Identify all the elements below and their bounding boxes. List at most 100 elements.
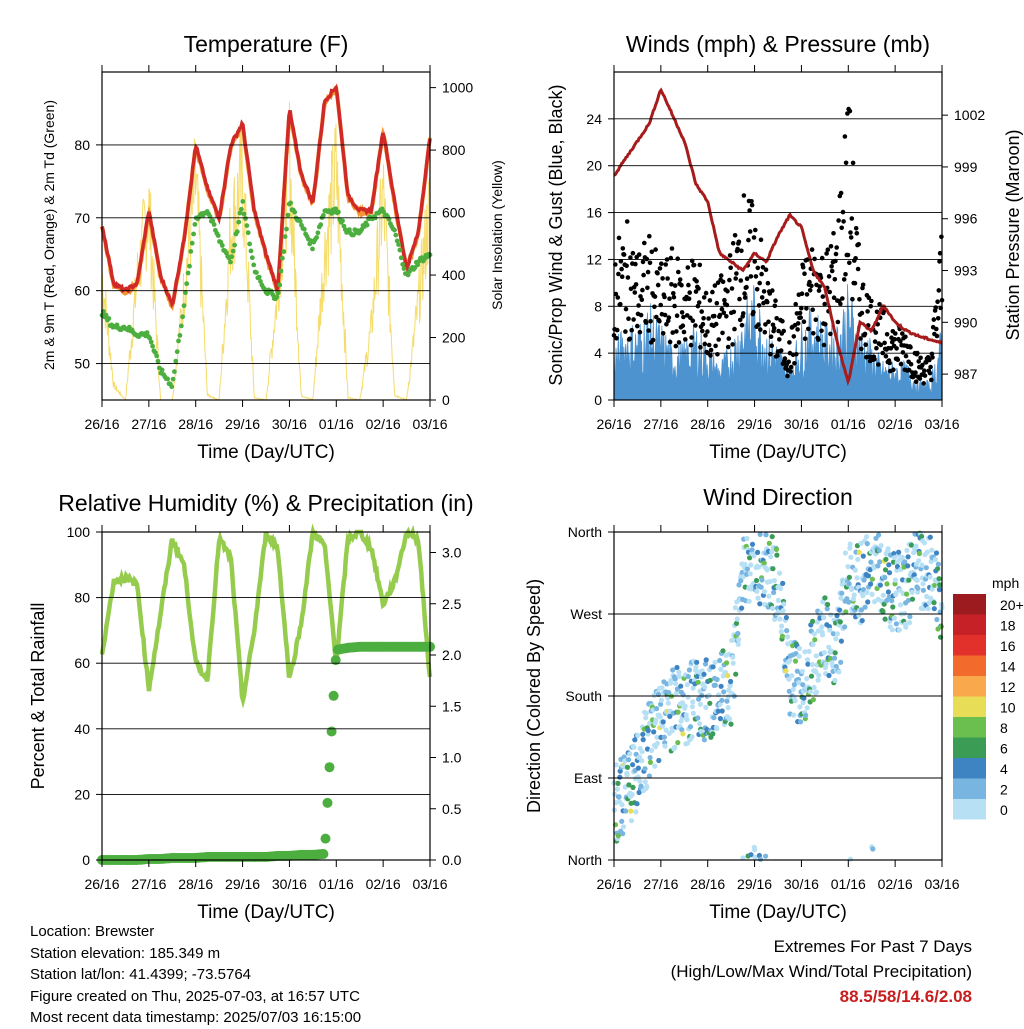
- colorbar-swatch: [953, 778, 986, 799]
- direction-point: [721, 689, 727, 695]
- wind-gust-point: [777, 337, 782, 342]
- dewpoint-point: [284, 226, 289, 232]
- direction-point: [869, 576, 876, 582]
- direction-point: [783, 614, 790, 621]
- direction-point: [892, 555, 898, 561]
- direction-point: [719, 708, 725, 714]
- wind-gust-point: [688, 342, 694, 348]
- direction-point: [865, 599, 871, 605]
- direction-point: [744, 566, 751, 572]
- wind-gust-point: [719, 306, 725, 312]
- wind-gust-point: [786, 359, 791, 365]
- direction-point: [754, 588, 760, 595]
- direction-title: Wind Direction: [703, 484, 853, 510]
- wind-gust-point: [637, 329, 643, 335]
- direction-point: [926, 600, 932, 606]
- dewpoint-point: [314, 235, 319, 240]
- direction-point: [893, 621, 900, 627]
- wind-gust-point: [780, 318, 785, 324]
- direction-point: [661, 734, 667, 740]
- dewpoint-point: [173, 358, 179, 364]
- wind-gust-point: [669, 282, 674, 287]
- wind-gust-point: [908, 345, 913, 350]
- wind-gust-point: [758, 237, 764, 243]
- direction-point: [667, 713, 673, 720]
- wind-gust-point: [655, 282, 661, 288]
- direction-point: [847, 545, 853, 551]
- direction-point: [755, 595, 761, 601]
- direction-point: [695, 715, 701, 721]
- direction-point: [772, 616, 778, 622]
- wind-gust-point: [758, 327, 763, 332]
- wind-gust-point: [891, 367, 896, 373]
- direction-point: [628, 818, 635, 824]
- wind-gust-point: [736, 239, 742, 245]
- wind-gust-point: [866, 295, 872, 301]
- wind-gust-point: [746, 237, 751, 243]
- wind-gust-point: [795, 321, 801, 326]
- dewpoint-point: [392, 227, 397, 233]
- wind-gust-point: [632, 290, 638, 295]
- wind-gust-point: [619, 274, 625, 280]
- direction-point: [880, 609, 886, 615]
- wind-gust-point: [629, 327, 634, 333]
- wind-gust-point: [735, 246, 740, 252]
- wind-gust-point: [813, 317, 819, 323]
- direction-point: [882, 574, 888, 581]
- direction-point: [907, 620, 913, 626]
- wind-gust-point: [731, 309, 737, 315]
- direction-point: [822, 595, 828, 601]
- dewpoint-point: [244, 223, 250, 229]
- dewpoint-point: [236, 219, 242, 225]
- wind-gust-point: [913, 370, 918, 375]
- dewpoint-point: [211, 222, 217, 227]
- colorbar-label: 14: [1000, 659, 1016, 675]
- direction-point: [720, 648, 726, 654]
- wind-gust-point: [742, 295, 748, 300]
- dewpoint-point: [241, 211, 247, 217]
- direction-point: [635, 765, 642, 771]
- direction-point: [878, 543, 884, 549]
- winds-ytick-label: 0: [594, 392, 602, 408]
- dewpoint-point: [274, 294, 280, 300]
- wind-gust-point: [765, 299, 770, 305]
- dewpoint-point: [285, 212, 291, 218]
- wind-gust-point: [795, 327, 800, 332]
- direction-point: [935, 561, 942, 567]
- direction-point: [815, 677, 821, 683]
- wind-gust-point: [788, 364, 794, 370]
- direction-ytick-label: South: [565, 688, 602, 704]
- direction-point: [855, 556, 861, 563]
- humidity-ytick-label: 100: [67, 524, 91, 540]
- direction-point: [858, 607, 865, 613]
- wind-gust-point: [841, 277, 847, 282]
- wind-gust-point: [749, 199, 754, 204]
- dewpoint-point: [278, 268, 284, 274]
- wind-gust-point: [799, 305, 804, 311]
- humidity-xtick-label: 01/16: [319, 876, 354, 892]
- wind-gust-point: [693, 323, 698, 328]
- dewpoint-point: [315, 230, 321, 236]
- direction-point: [647, 759, 654, 766]
- direction-point: [923, 565, 929, 571]
- direction-point: [703, 704, 709, 711]
- direction-point: [775, 597, 782, 604]
- direction-point: [778, 629, 784, 635]
- wind-gust-point: [635, 323, 640, 329]
- wind-gust-point: [717, 312, 723, 318]
- direction-point: [724, 660, 730, 666]
- direction-point: [769, 534, 775, 540]
- direction-point: [690, 710, 697, 716]
- wind-gust-point: [665, 276, 670, 281]
- wind-gust-point: [732, 233, 738, 238]
- wind-gust-point: [816, 337, 821, 342]
- direction-point: [710, 664, 716, 670]
- wind-gust-point: [753, 274, 759, 279]
- wind-gust-point: [772, 303, 778, 309]
- station-elevation: Station elevation: 185.349 m: [30, 944, 221, 962]
- direction-point: [753, 577, 760, 584]
- wind-gust-point: [667, 339, 673, 345]
- direction-point: [734, 616, 740, 622]
- direction-point: [716, 692, 722, 698]
- direction-point: [937, 582, 943, 588]
